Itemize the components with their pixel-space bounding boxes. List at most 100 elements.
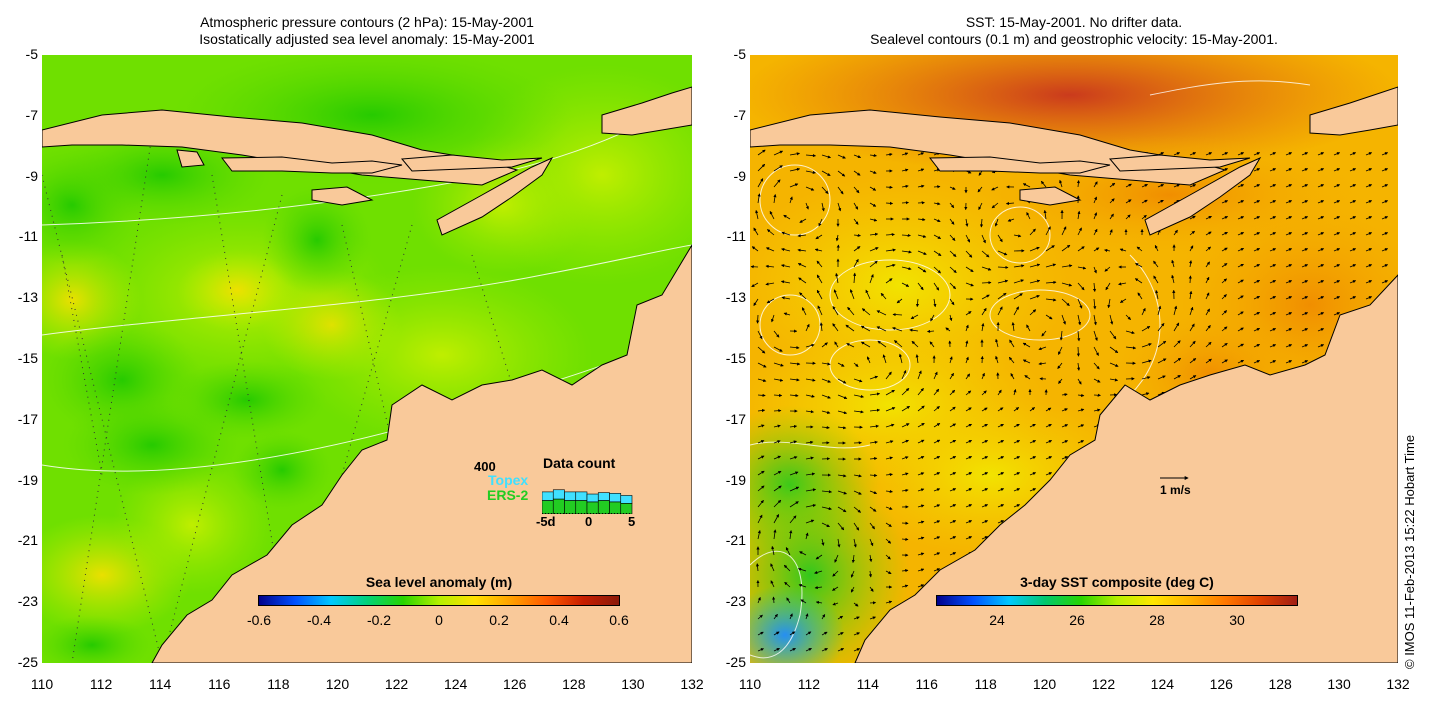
velocity-arrow: [901, 439, 909, 444]
velocity-arrow: [1253, 280, 1261, 284]
left-title-line1: Atmospheric pressure contours (2 hPa): 1…: [200, 14, 534, 30]
velocity-arrow: [997, 472, 1005, 476]
sst-map[interactable]: [750, 55, 1398, 663]
velocity-arrow: [1189, 152, 1197, 156]
sea-level-anomaly-map[interactable]: [42, 55, 692, 663]
velocity-arrow: [997, 440, 1005, 444]
velocity-arrow: [1349, 184, 1357, 188]
velocity-arrow: [869, 392, 881, 396]
velocity-arrow: [784, 581, 791, 588]
velocity-arrow: [1093, 196, 1097, 204]
velocity-arrow: [1269, 168, 1277, 172]
velocity-arrow: [885, 554, 891, 560]
velocity-arrow: [868, 570, 873, 578]
velocity-arrow: [1154, 244, 1159, 252]
velocity-arrow: [1349, 168, 1357, 172]
velocity-arrow: [1285, 248, 1293, 252]
velocity-arrow: [773, 631, 780, 636]
velocity-arrow: [751, 282, 759, 288]
velocity-arrow: [1301, 232, 1309, 236]
velocity-arrow: [1026, 212, 1031, 220]
velocity-arrow: [869, 616, 877, 620]
velocity-arrow: [1301, 264, 1309, 268]
land-masses: [42, 86, 692, 663]
velocity-arrow: [1317, 296, 1325, 300]
velocity-arrow: [911, 340, 919, 348]
velocity-arrow: [1009, 339, 1015, 348]
velocity-arrow: [1285, 232, 1293, 236]
velocity-arrow: [1038, 346, 1047, 351]
velocity-arrow: [1221, 326, 1228, 332]
velocity-arrow: [901, 201, 910, 205]
velocity-arrow: [949, 472, 957, 476]
velocity-arrow: [837, 648, 845, 652]
velocity-arrow: [751, 246, 759, 252]
velocity-arrow: [933, 552, 941, 556]
velocity-arrow: [949, 372, 954, 380]
velocity-arrow: [789, 648, 796, 652]
velocity-arrow: [997, 407, 1004, 412]
velocity-arrow: [1333, 232, 1341, 236]
left-lon-tick: 110: [30, 676, 54, 692]
velocity-arrow: [799, 551, 807, 556]
velocity-arrow: [901, 388, 910, 396]
velocity-arrow: [757, 178, 764, 188]
velocity-arrow: [869, 456, 878, 461]
velocity-arrow: [1237, 295, 1244, 300]
velocity-arrow: [1205, 292, 1210, 300]
velocity-arrow: [965, 282, 974, 287]
right-lon-tick: 132: [1386, 676, 1410, 692]
velocity-arrow: [805, 631, 812, 636]
land-bali: [176, 149, 205, 168]
velocity-arrow: [1093, 362, 1100, 370]
velocity-arrow: [917, 266, 927, 273]
velocity-arrow: [789, 501, 799, 508]
velocity-arrow: [1253, 248, 1261, 252]
land-east-islands-right: [1309, 86, 1398, 136]
velocity-arrow: [1349, 216, 1357, 220]
velocity-arrow: [789, 183, 799, 188]
sla-colorbar-label: 0.2: [489, 612, 509, 628]
velocity-arrow: [847, 306, 855, 316]
velocity-arrow: [1157, 199, 1164, 204]
velocity-arrow: [965, 311, 972, 316]
velocity-arrow: [780, 264, 791, 268]
velocity-arrow: [1381, 152, 1389, 156]
velocity-arrow: [1141, 343, 1152, 348]
velocity-arrow: [853, 202, 859, 210]
velocity-arrow: [981, 372, 985, 380]
sla-colorbar-label: -0.6: [246, 612, 272, 628]
velocity-arrow: [1317, 232, 1325, 236]
velocity-arrow: [901, 423, 910, 428]
velocity-arrow: [757, 614, 763, 620]
velocity-arrow: [1221, 342, 1228, 348]
velocity-arrow: [901, 282, 910, 287]
sst-colorbar-label: 28: [1149, 612, 1165, 628]
velocity-arrow: [1045, 456, 1053, 460]
left-lon-tick: 130: [621, 676, 645, 692]
velocity-arrow: [1317, 344, 1325, 348]
velocity-arrow: [981, 536, 989, 540]
velocity-arrow: [821, 648, 828, 652]
sla-colorbar-label: 0.6: [609, 612, 629, 628]
velocity-arrow: [1077, 210, 1081, 220]
velocity-arrow: [1189, 245, 1194, 252]
velocity-arrow: [933, 488, 941, 492]
land-masses-right: [750, 86, 1398, 663]
velocity-arrow: [853, 522, 860, 531]
velocity-arrow: [805, 532, 809, 540]
velocity-arrow: [797, 263, 807, 268]
velocity-arrow: [1077, 314, 1082, 326]
velocity-arrow: [917, 536, 925, 540]
velocity-arrow: [917, 584, 925, 588]
velocity-arrow: [1189, 340, 1196, 348]
velocity-arrow: [933, 504, 941, 508]
data-count-topex-label: Topex: [488, 472, 529, 488]
velocity-arrow: [780, 280, 791, 284]
velocity-arrow: [1125, 214, 1131, 220]
velocity-arrow: [756, 314, 760, 324]
velocity-arrow: [1381, 216, 1389, 220]
velocity-arrow: [1093, 330, 1098, 342]
velocity-arrow: [866, 356, 871, 364]
velocity-arrow: [949, 439, 957, 444]
